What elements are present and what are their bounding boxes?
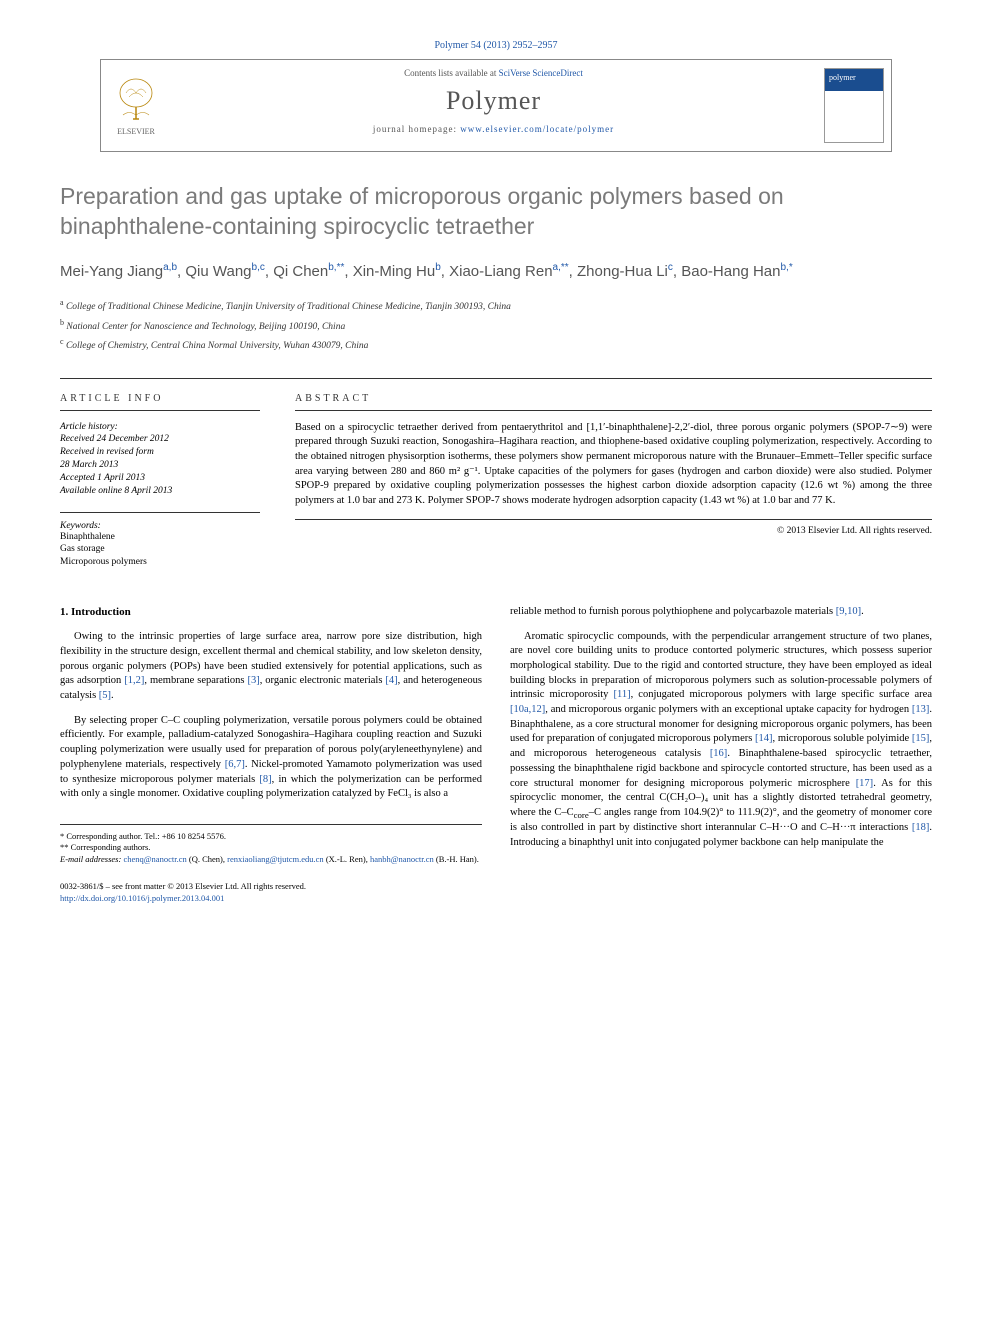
- email-who-3: (B.-H. Han).: [434, 854, 479, 864]
- history-item: 28 March 2013: [60, 459, 260, 472]
- copyright-footer: 0032-3861/$ – see front matter © 2013 El…: [60, 881, 482, 905]
- keyword-item: Microporous polymers: [60, 556, 260, 569]
- journal-header-box: ELSEVIER Contents lists available at Sci…: [100, 59, 892, 152]
- affiliation: a College of Traditional Chinese Medicin…: [60, 297, 932, 314]
- journal-cover-thumbnail: [816, 60, 891, 151]
- history-label: Article history:: [60, 421, 260, 434]
- article-title: Preparation and gas uptake of microporou…: [60, 182, 932, 242]
- history-item: Accepted 1 April 2013: [60, 472, 260, 485]
- keyword-item: Gas storage: [60, 543, 260, 556]
- body-col-right: reliable method to furnish porous polyth…: [510, 605, 932, 905]
- email-label: E-mail addresses:: [60, 854, 123, 864]
- doi-link[interactable]: http://dx.doi.org/10.1016/j.polymer.2013…: [60, 893, 224, 903]
- header-center: Contents lists available at SciVerse Sci…: [171, 60, 816, 151]
- article-info-column: ARTICLE INFO Article history: Received 2…: [60, 379, 260, 569]
- email-who-1: (Q. Chen),: [187, 854, 227, 864]
- history-list: Received 24 December 2012Received in rev…: [60, 433, 260, 497]
- homepage-link[interactable]: www.elsevier.com/locate/polymer: [460, 124, 614, 134]
- cover-image: [824, 68, 884, 143]
- keyword-item: Binaphthalene: [60, 531, 260, 544]
- body-paragraph: By selecting proper C–C coupling polymer…: [60, 714, 482, 802]
- keywords-list: BinaphthaleneGas storageMicroporous poly…: [60, 531, 260, 569]
- authors-list: Mei-Yang Jianga,b, Qiu Wangb,c, Qi Chenb…: [60, 260, 932, 284]
- section-heading-intro: 1. Introduction: [60, 605, 482, 620]
- info-abstract-row: ARTICLE INFO Article history: Received 2…: [60, 378, 932, 569]
- abstract-column: ABSTRACT Based on a spirocyclic tetraeth…: [295, 379, 932, 569]
- corresponding-footer: * Corresponding author. Tel.: +86 10 825…: [60, 824, 482, 865]
- elsevier-name: ELSEVIER: [117, 127, 155, 136]
- keywords-label: Keywords:: [60, 512, 260, 531]
- homepage-prefix: journal homepage:: [373, 124, 460, 134]
- journal-name: Polymer: [179, 86, 808, 116]
- history-item: Received 24 December 2012: [60, 433, 260, 446]
- contents-available-line: Contents lists available at SciVerse Sci…: [179, 68, 808, 78]
- history-item: Received in revised form: [60, 446, 260, 459]
- abstract-label: ABSTRACT: [295, 393, 932, 411]
- article-info-label: ARTICLE INFO: [60, 393, 260, 411]
- corr-author-line-2: ** Corresponding authors.: [60, 842, 482, 853]
- email-link-1[interactable]: chenq@nanoctr.cn: [123, 854, 186, 864]
- body-paragraph: Owing to the intrinsic properties of lar…: [60, 630, 482, 703]
- affiliations-block: a College of Traditional Chinese Medicin…: [60, 297, 932, 353]
- body-paragraph: Aromatic spirocyclic compounds, with the…: [510, 630, 932, 851]
- body-col-left: 1. Introduction Owing to the intrinsic p…: [60, 605, 482, 905]
- elsevier-tree-icon: [111, 75, 161, 125]
- citation-header: Polymer 54 (2013) 2952–2957: [60, 40, 932, 51]
- email-link-3[interactable]: hanbh@nanoctr.cn: [370, 854, 434, 864]
- body-paragraph: reliable method to furnish porous polyth…: [510, 605, 932, 620]
- affiliation: b National Center for Nanoscience and Te…: [60, 317, 932, 334]
- email-who-2: (X.-L. Ren),: [324, 854, 370, 864]
- issn-line: 0032-3861/$ – see front matter © 2013 El…: [60, 881, 482, 893]
- affiliation: c College of Chemistry, Central China No…: [60, 336, 932, 353]
- body-columns: 1. Introduction Owing to the intrinsic p…: [60, 605, 932, 905]
- elsevier-logo: ELSEVIER: [101, 60, 171, 151]
- abstract-text: Based on a spirocyclic tetraether derive…: [295, 421, 932, 520]
- corr-author-line-1: * Corresponding author. Tel.: +86 10 825…: [60, 831, 482, 842]
- contents-prefix: Contents lists available at: [404, 68, 498, 78]
- email-line: E-mail addresses: chenq@nanoctr.cn (Q. C…: [60, 854, 482, 865]
- email-link-2[interactable]: renxiaoliang@tjutcm.edu.cn: [227, 854, 324, 864]
- history-item: Available online 8 April 2013: [60, 485, 260, 498]
- sciencedirect-link[interactable]: SciVerse ScienceDirect: [499, 68, 583, 78]
- homepage-line: journal homepage: www.elsevier.com/locat…: [179, 124, 808, 134]
- abstract-copyright: © 2013 Elsevier Ltd. All rights reserved…: [295, 526, 932, 536]
